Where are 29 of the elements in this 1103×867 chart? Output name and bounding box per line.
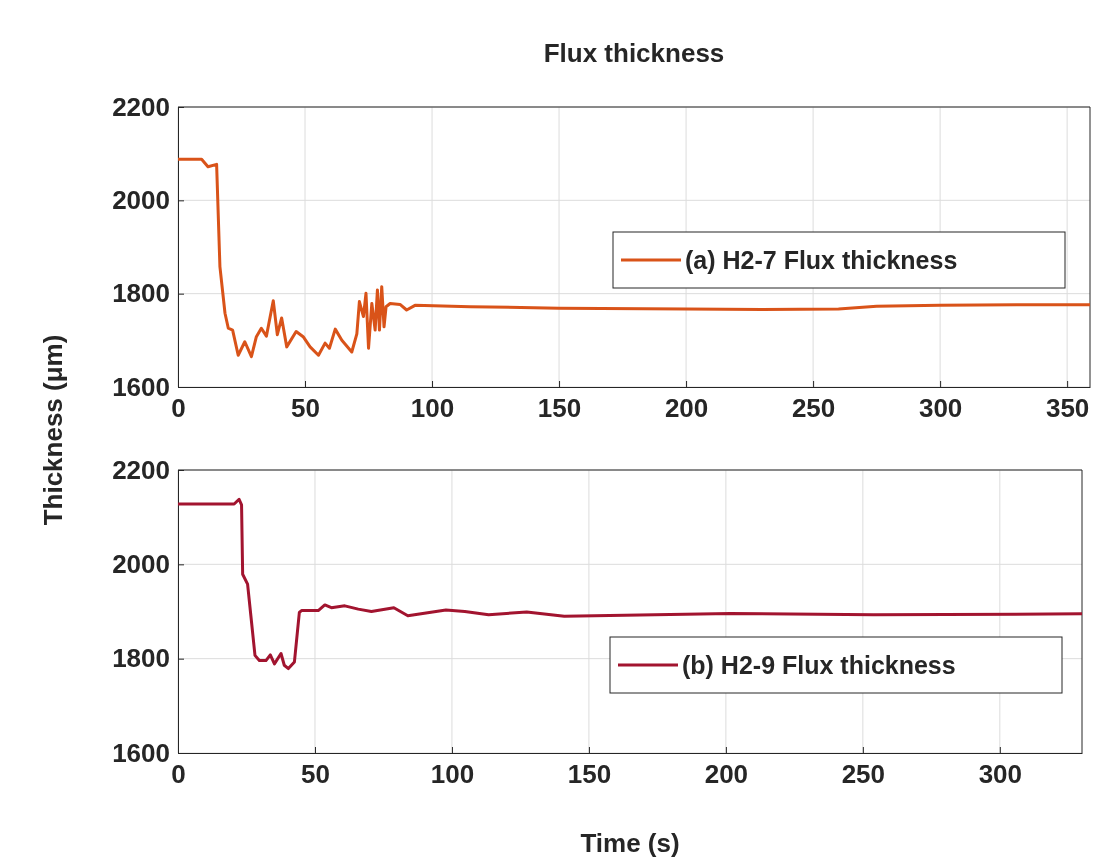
x-tick-label: 300 bbox=[918, 393, 963, 424]
x-axis-title: Time (s) bbox=[580, 828, 680, 858]
legend-label: (a) H2-7 Flux thickness bbox=[685, 246, 958, 274]
y-tick-label: 2000 bbox=[112, 549, 170, 580]
y-tick-label: 2000 bbox=[112, 185, 170, 216]
x-tick-label: 200 bbox=[704, 759, 749, 790]
y-tick-label: 1600 bbox=[112, 737, 170, 768]
x-tick-label: 350 bbox=[1045, 393, 1090, 424]
y-tick-label: 2200 bbox=[112, 454, 170, 485]
y-tick-label: 2200 bbox=[112, 91, 170, 122]
x-tick-label: 50 bbox=[301, 759, 330, 790]
line-series bbox=[176, 157, 1092, 359]
x-tick-label: 100 bbox=[410, 393, 455, 424]
y-tick-label: 1800 bbox=[112, 643, 170, 674]
legend-label: (b) H2-9 Flux thickness bbox=[682, 651, 956, 679]
x-tick-label: 150 bbox=[567, 759, 612, 790]
x-tick-label: 150 bbox=[537, 393, 582, 424]
x-tick-label: 0 bbox=[171, 759, 186, 790]
x-tick-label: 200 bbox=[664, 393, 709, 424]
y-tick-label: 1800 bbox=[112, 278, 170, 309]
x-tick-label: 0 bbox=[171, 393, 186, 424]
x-tick-label: 250 bbox=[791, 393, 836, 424]
y-tick-label: 1600 bbox=[112, 371, 170, 402]
x-tick-label: 250 bbox=[841, 759, 886, 790]
y-axis-title: Thickness (μm) bbox=[38, 334, 68, 526]
x-tick-label: 100 bbox=[430, 759, 475, 790]
x-tick-label: 50 bbox=[291, 393, 320, 424]
x-tick-label: 300 bbox=[978, 759, 1023, 790]
chart-title: Flux thickness bbox=[543, 38, 725, 68]
